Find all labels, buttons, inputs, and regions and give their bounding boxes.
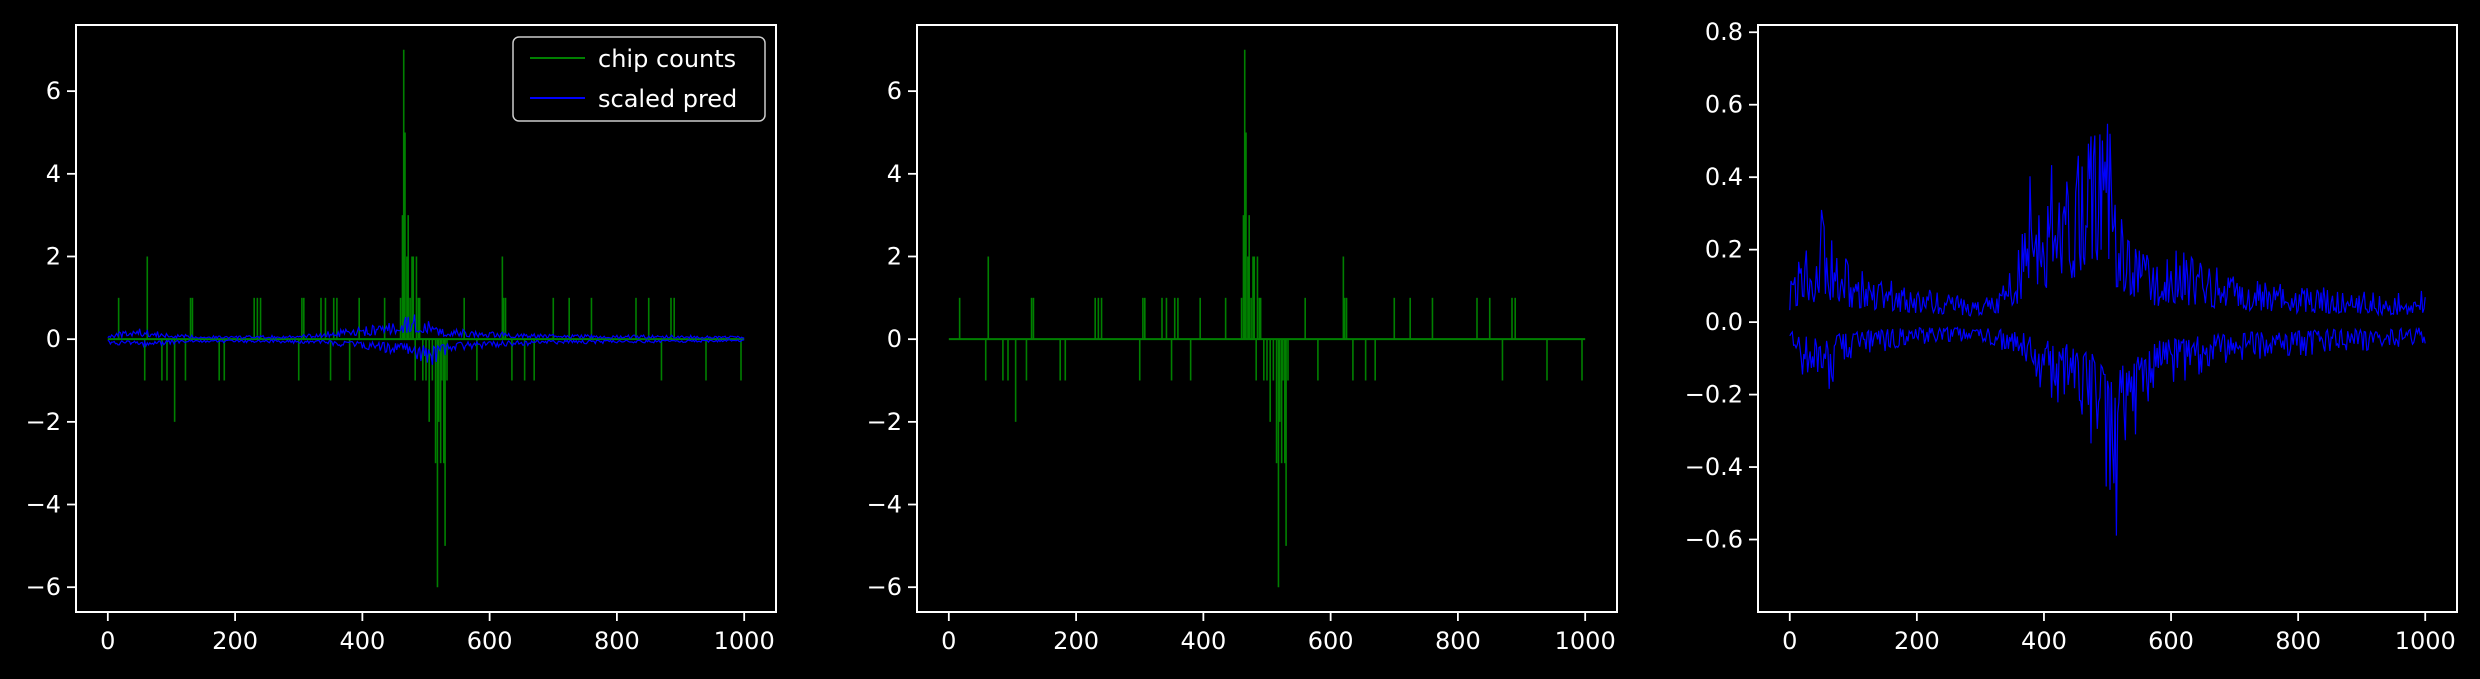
- data-line-upper: [1789, 123, 2426, 317]
- x-tick-label: 400: [2021, 627, 2067, 655]
- y-tick-label: −6: [26, 573, 61, 601]
- axes-frame: [1757, 24, 2458, 613]
- x-tick-label: 0: [100, 627, 115, 655]
- x-tick-label: 600: [1308, 627, 1354, 655]
- legend-label-scaled-pred: scaled pred: [598, 85, 737, 113]
- chart-panel-middle: 0 200 400 600 800 1000 −6 −4 −2 0 2 4 6: [867, 24, 1618, 655]
- y-tick-label: 2: [887, 242, 902, 270]
- x-tick-label: 1000: [2395, 627, 2456, 655]
- x-tick-label: 200: [1053, 627, 1099, 655]
- x-tick-label: 600: [2148, 627, 2194, 655]
- axis-ticks: 0 200 400 600 800 1000 −6 −4 −2 0 2 4 6: [867, 77, 1616, 655]
- x-tick-label: 800: [1435, 627, 1481, 655]
- y-tick-label: 4: [887, 160, 902, 188]
- y-tick-label: 6: [887, 77, 902, 105]
- y-tick-label: 0.8: [1705, 18, 1743, 46]
- legend-label-chip-counts: chip counts: [598, 45, 736, 73]
- x-tick-label: 0: [1782, 627, 1797, 655]
- y-tick-label: 0.4: [1705, 163, 1743, 191]
- x-tick-label: 600: [467, 627, 513, 655]
- axes-frame: [916, 24, 1618, 613]
- axes-frame: [75, 24, 777, 613]
- plot-area: [1789, 123, 2426, 536]
- y-tick-label: 0.6: [1705, 91, 1743, 119]
- chart-panel-right: 0 200 400 600 800 1000 −0.6 −0.4 −0.2 0.0 0.2 0.4 0.…: [1685, 18, 2458, 655]
- y-tick-label: −0.2: [1685, 381, 1743, 409]
- y-tick-label: 0.2: [1705, 236, 1743, 264]
- y-tick-label: −0.6: [1685, 526, 1743, 554]
- y-tick-label: −2: [26, 408, 61, 436]
- axis-ticks: 0 200 400 600 800 1000 −6 −4 −2 0 2 4 6: [26, 77, 775, 655]
- x-tick-label: 1000: [714, 627, 775, 655]
- plot-area: [948, 49, 1586, 588]
- data-line-lower: [1789, 326, 2426, 536]
- x-tick-label: 200: [212, 627, 258, 655]
- axis-ticks: 0 200 400 600 800 1000 −0.6 −0.4 −0.2 0.0 0.2 0.4 0.…: [1685, 18, 2456, 655]
- y-tick-label: −4: [867, 491, 902, 519]
- y-tick-label: −6: [867, 573, 902, 601]
- x-tick-label: 0: [941, 627, 956, 655]
- chart-panel-left: 0 200 400 600 800 1000 −6 −4 −2 0 2 4 6 chip counts …: [26, 24, 777, 655]
- plot-area: [107, 49, 745, 588]
- x-tick-label: 400: [1180, 627, 1226, 655]
- legend: chip counts scaled pred: [512, 36, 766, 122]
- x-tick-label: 800: [2275, 627, 2321, 655]
- y-tick-label: −0.4: [1685, 453, 1743, 481]
- x-tick-label: 400: [339, 627, 385, 655]
- y-tick-label: 0.0: [1705, 308, 1743, 336]
- x-tick-label: 200: [1894, 627, 1940, 655]
- data-line-lower: [107, 338, 745, 365]
- y-tick-label: 6: [46, 77, 61, 105]
- y-tick-label: −2: [867, 408, 902, 436]
- y-tick-label: −4: [26, 491, 61, 519]
- x-tick-label: 800: [594, 627, 640, 655]
- data-line-upper: [107, 314, 745, 340]
- y-tick-label: 4: [46, 160, 61, 188]
- y-tick-label: 2: [46, 242, 61, 270]
- y-tick-label: 0: [887, 325, 902, 353]
- x-tick-label: 1000: [1555, 627, 1616, 655]
- y-tick-label: 0: [46, 325, 61, 353]
